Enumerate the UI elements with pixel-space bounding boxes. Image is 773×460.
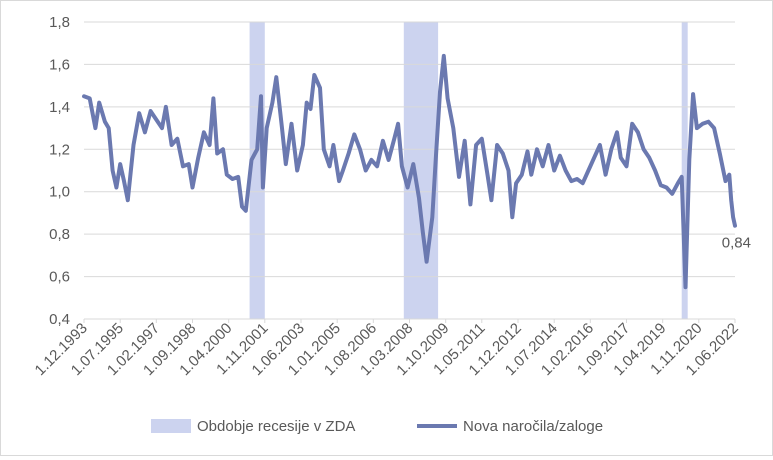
legend-series-label: Nova naročila/zaloge [463,418,603,435]
y-tick-label: 1,0 [49,184,70,201]
y-tick-label: 1,2 [49,141,70,158]
y-axis-ticks: 0,4 0,6 0,8 1,0 1,2 1,4 1,6 1,8 [49,14,70,328]
y-tick-label: 0,6 [49,269,70,286]
legend-recession-swatch [151,419,191,433]
legend-recession-label: Obdobje recesije v ZDA [197,418,355,435]
end-value-label: 0,84 [722,235,751,252]
y-tick-label: 1,8 [49,14,70,31]
y-tick-label: 0,4 [49,311,70,328]
y-tick-label: 0,8 [49,226,70,243]
series-line-1 [82,53,737,290]
legend: Obdobje recesije v ZDA Nova naročila/zal… [151,418,603,435]
recession-band-2 [403,22,439,319]
x-axis-ticks: 1.12.19931.07.19951.02.19971.09.19981.04… [32,319,742,379]
series-lines [82,53,737,290]
y-tick-label: 1,6 [49,56,70,73]
y-tick-label: 1,4 [49,99,70,116]
recession-band-3 [681,22,688,319]
